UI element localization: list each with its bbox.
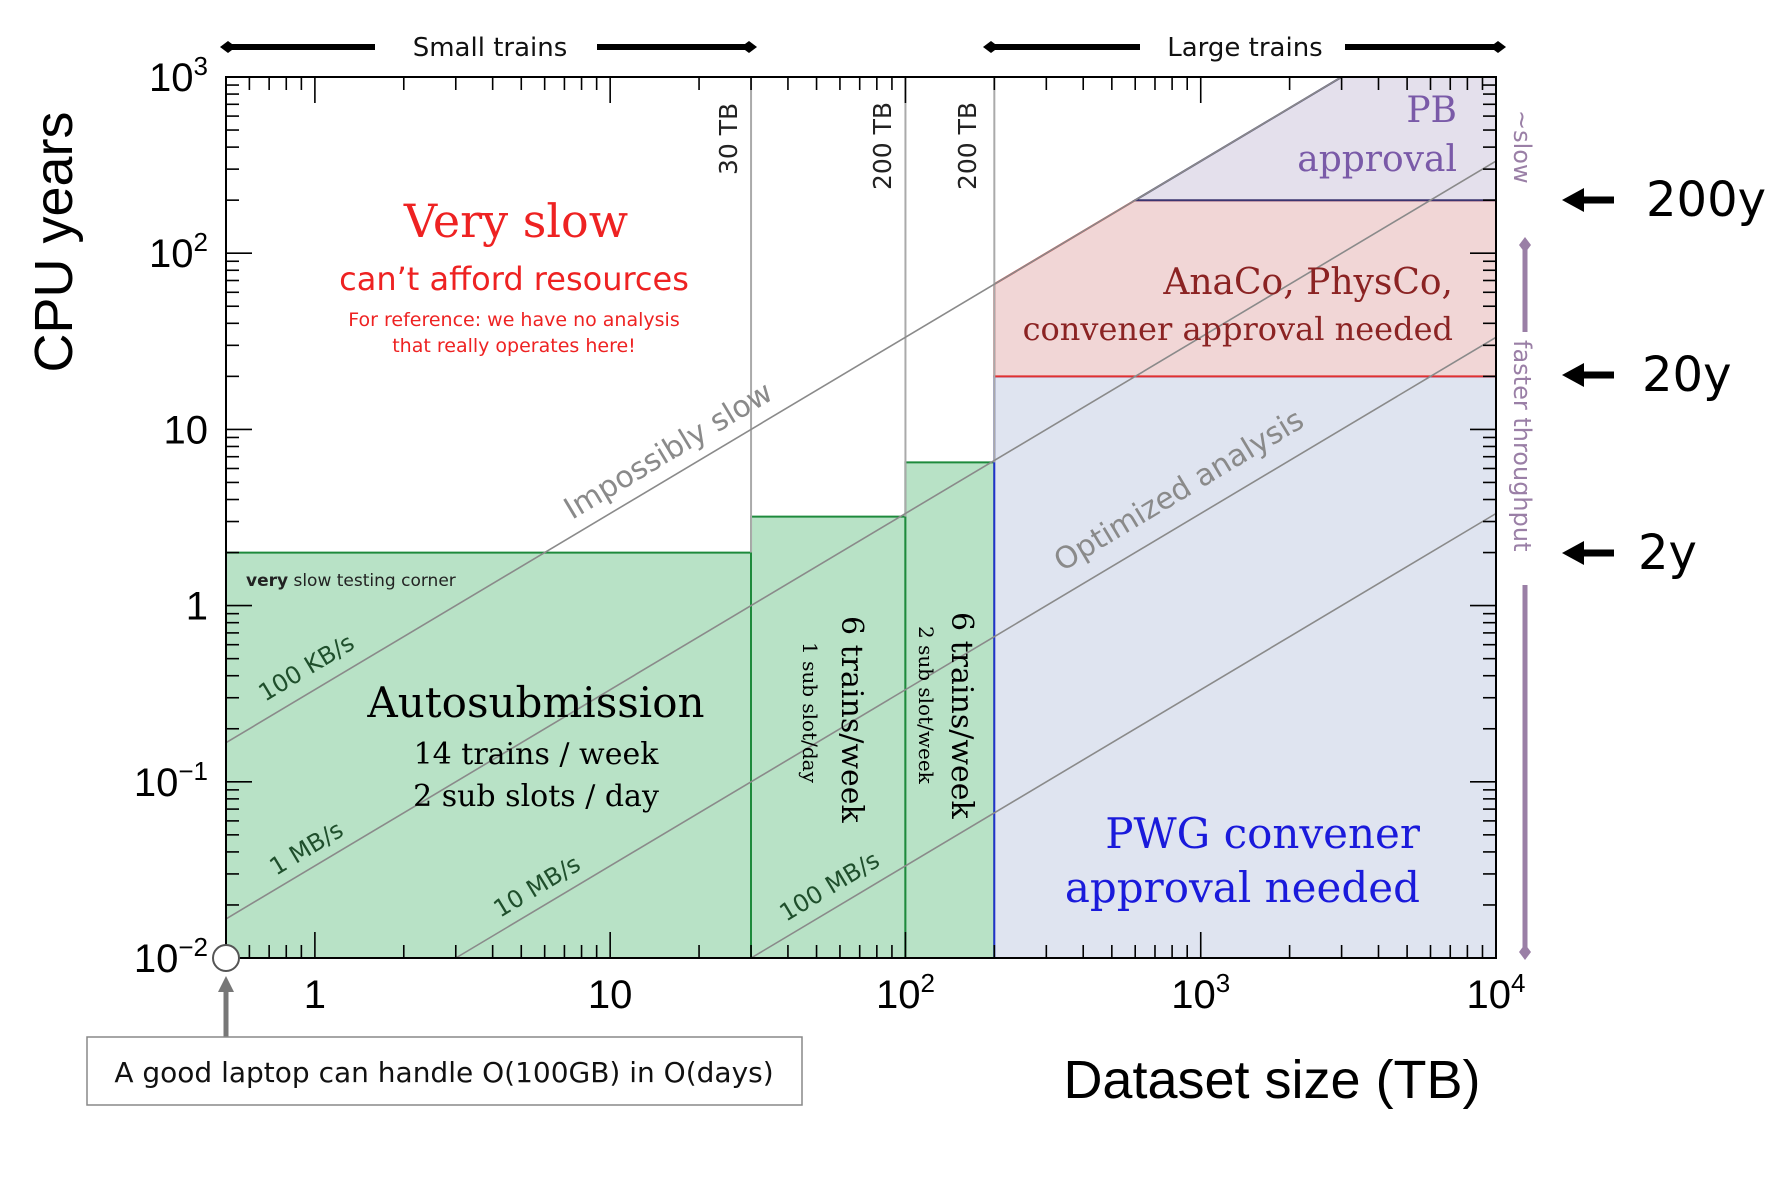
- pwg-line-2: approval needed: [1065, 863, 1420, 912]
- testing-corner-label: very slow testing corner: [246, 571, 456, 591]
- mid1-line-1: 6 trains/week: [834, 616, 869, 824]
- y-tick-labels: 10−2 10−1 1 10 102 103: [134, 51, 208, 981]
- very-slow-note-1: For reference: we have no analysis: [348, 309, 679, 331]
- testing-corner-bold: very: [246, 571, 288, 591]
- x-tick-label: 102: [876, 968, 935, 1017]
- testing-corner-rest: slow testing corner: [288, 571, 456, 591]
- x-tick-label: 10: [588, 973, 633, 1017]
- y-tick-label: 10−1: [134, 756, 208, 805]
- anaco-line-1: AnaCo, PhysCo,: [1162, 262, 1453, 303]
- autosubmission-line-2: 2 sub slots / day: [413, 779, 659, 814]
- x-tick-label: 103: [1171, 968, 1230, 1017]
- arrow-200y: 200y: [1562, 172, 1766, 228]
- large-trains-label: Large trains: [1167, 33, 1322, 63]
- autosubmission-title: Autosubmission: [366, 678, 704, 727]
- marker-200tb-label-a: 200 TB: [868, 102, 897, 190]
- y-tick-label: 10−2: [134, 932, 208, 981]
- small-trains-label: Small trains: [413, 33, 568, 63]
- header-large-trains: Large trains: [983, 33, 1506, 63]
- anaco-line-2: convener approval needed: [1023, 310, 1453, 348]
- rate-line-2: [225, 160, 1497, 920]
- mid2-line-1: 6 trains/week: [944, 612, 979, 820]
- x-tick-label: 1: [304, 973, 326, 1017]
- vertical-markers: [750, 77, 996, 553]
- side-slow-label: ~slow: [1508, 110, 1536, 184]
- marker-30tb-label: 30 TB: [714, 103, 743, 175]
- side-indicator: ~slow faster throughput: [1508, 110, 1536, 960]
- header-small-trains: Small trains: [220, 33, 757, 63]
- rate-line-1: [225, 76, 1343, 744]
- y-tick-label: 1: [186, 585, 208, 629]
- impossibly-slow-label: Impossibly slow: [558, 375, 779, 527]
- mid2-line-2: 2 sub slot/week: [914, 626, 938, 785]
- y-axis-title: CPU years: [24, 111, 84, 372]
- laptop-marker: A good laptop can handle O(100GB) in O(d…: [86, 944, 803, 1106]
- very-slow-title: Very slow: [403, 194, 628, 248]
- y-tick-label: 102: [149, 227, 208, 276]
- pb-line-2: approval: [1297, 139, 1457, 180]
- rate-line-4: [750, 512, 1497, 959]
- arrow-20y-label: 20y: [1642, 347, 1731, 403]
- arrow-20y: 20y: [1562, 347, 1731, 403]
- y-tick-label: 103: [149, 51, 208, 100]
- mid1-line-2: 1 sub slot/day: [798, 642, 822, 784]
- axis-ticks: [225, 76, 1496, 959]
- arrow-200y-label: 200y: [1646, 172, 1766, 228]
- side-faster-label: faster throughput: [1508, 340, 1536, 552]
- laptop-note-box: [86, 1036, 803, 1106]
- autosubmission-line-1: 14 trains / week: [414, 737, 660, 772]
- plot-frame: [225, 76, 1497, 959]
- y-tick-label: 10: [164, 408, 209, 452]
- very-slow-note-2: that really operates here!: [392, 335, 636, 357]
- marker-200tb-label-b: 200 TB: [953, 102, 982, 190]
- rate-line-3: [455, 336, 1497, 959]
- rate-lines: [225, 76, 1497, 959]
- x-tick-label: 104: [1467, 968, 1526, 1017]
- very-slow-sub: can’t afford resources: [339, 260, 689, 298]
- laptop-note: A good laptop can handle O(100GB) in O(d…: [114, 1056, 773, 1089]
- arrow-2y: 2y: [1562, 525, 1697, 581]
- pb-line-1: PB: [1406, 90, 1457, 131]
- x-axis-title: Dataset size (TB): [1063, 1050, 1480, 1110]
- arrow-2y-label: 2y: [1638, 525, 1697, 581]
- x-tick-labels: 1 10 102 103 104: [304, 968, 1526, 1017]
- pwg-line-1: PWG convener: [1105, 809, 1421, 858]
